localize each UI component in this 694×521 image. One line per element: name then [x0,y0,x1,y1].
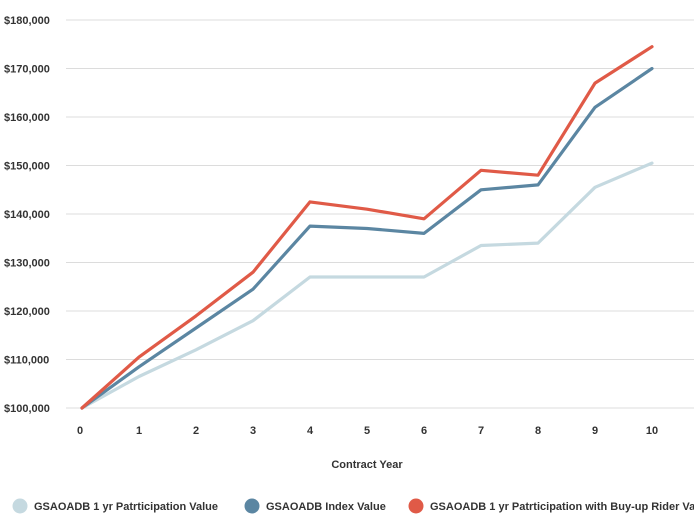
y-tick-label: $100,000 [4,403,50,415]
legend: GSAOADB 1 yr Patrticipation Value GSAOADB… [12,498,694,514]
legend-label: GSAOADB 1 yr Patrticipation Value [34,501,218,513]
legend-label: GSAOADB Index Value [266,501,386,513]
x-tick-label: 7 [478,425,484,437]
x-tick-label: 0 [77,425,83,437]
legend-swatch [12,498,28,514]
legend-label: GSAOADB 1 yr Patrticipation with Buy-up … [430,501,694,513]
x-axis-title: Contract Year [331,459,403,471]
x-tick-label: 3 [250,425,256,437]
x-tick-label: 1 [136,425,142,437]
y-tick-label: $130,000 [4,258,50,270]
legend-item: GSAOADB Index Value [244,498,386,514]
x-tick-label: 4 [307,425,314,437]
grid-lines [66,19,694,409]
y-tick-label: $160,000 [4,112,50,124]
x-tick-label: 6 [421,425,427,437]
x-tick-label: 5 [364,425,370,437]
y-axis-tick-labels: $100,000 $110,000 $120,000 $130,000 $140,000… [4,15,50,415]
series-line-1 [80,161,654,410]
x-tick-label: 8 [535,425,541,437]
x-tick-label: 9 [592,425,598,437]
x-axis-tick-labels: 0 1 2 3 4 5 6 7 8 9 10 [77,425,658,437]
series-lines [80,45,654,410]
y-tick-label: $140,000 [4,209,50,221]
y-tick-label: $120,000 [4,306,50,318]
x-tick-label: 2 [193,425,199,437]
legend-item: GSAOADB 1 yr Patrticipation with Buy-up … [408,498,694,514]
series-line-3 [80,45,654,410]
y-tick-label: $170,000 [4,64,50,76]
series-line-2 [80,66,654,410]
legend-item: GSAOADB 1 yr Patrticipation Value [12,498,218,514]
y-tick-label: $110,000 [4,355,49,367]
y-tick-label: $150,000 [4,161,50,173]
legend-swatch [408,498,424,514]
legend-swatch [244,498,260,514]
x-tick-label: 10 [646,425,658,437]
y-tick-label: $180,000 [4,15,50,27]
